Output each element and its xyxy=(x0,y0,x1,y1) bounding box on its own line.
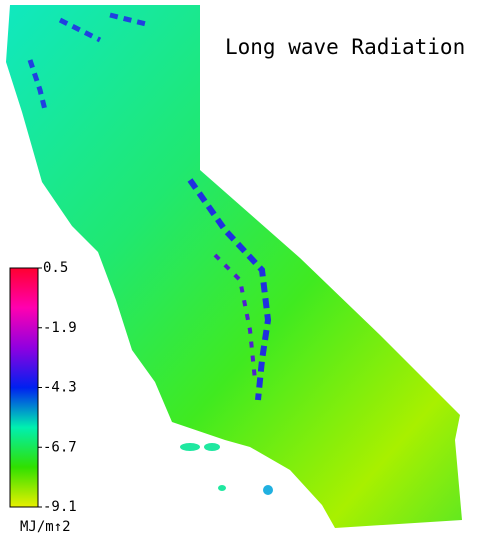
california-map xyxy=(6,5,462,528)
colorbar-unit: MJ/m↑2 xyxy=(20,519,71,535)
colorbar-tick-label: 0.5 xyxy=(43,260,68,276)
colorbar-scale xyxy=(9,267,39,508)
island xyxy=(263,485,273,495)
north-band xyxy=(27,12,151,111)
colorbar-tick-label: -9.1 xyxy=(43,499,77,515)
colorbar-tick-label: -4.3 xyxy=(43,380,77,396)
map-title: Long wave Radiation xyxy=(225,35,465,59)
land-area xyxy=(6,5,462,528)
island xyxy=(204,443,220,451)
island xyxy=(218,485,226,491)
sierra-band xyxy=(187,178,272,401)
colorbar: 0.5 -1.9 -4.3 -6.7 -9.1 xyxy=(9,260,77,515)
island xyxy=(180,443,200,451)
sierra-band xyxy=(213,253,257,381)
colorbar-tick-label: -1.9 xyxy=(43,320,77,336)
colorbar-tick-label: -6.7 xyxy=(43,439,77,455)
